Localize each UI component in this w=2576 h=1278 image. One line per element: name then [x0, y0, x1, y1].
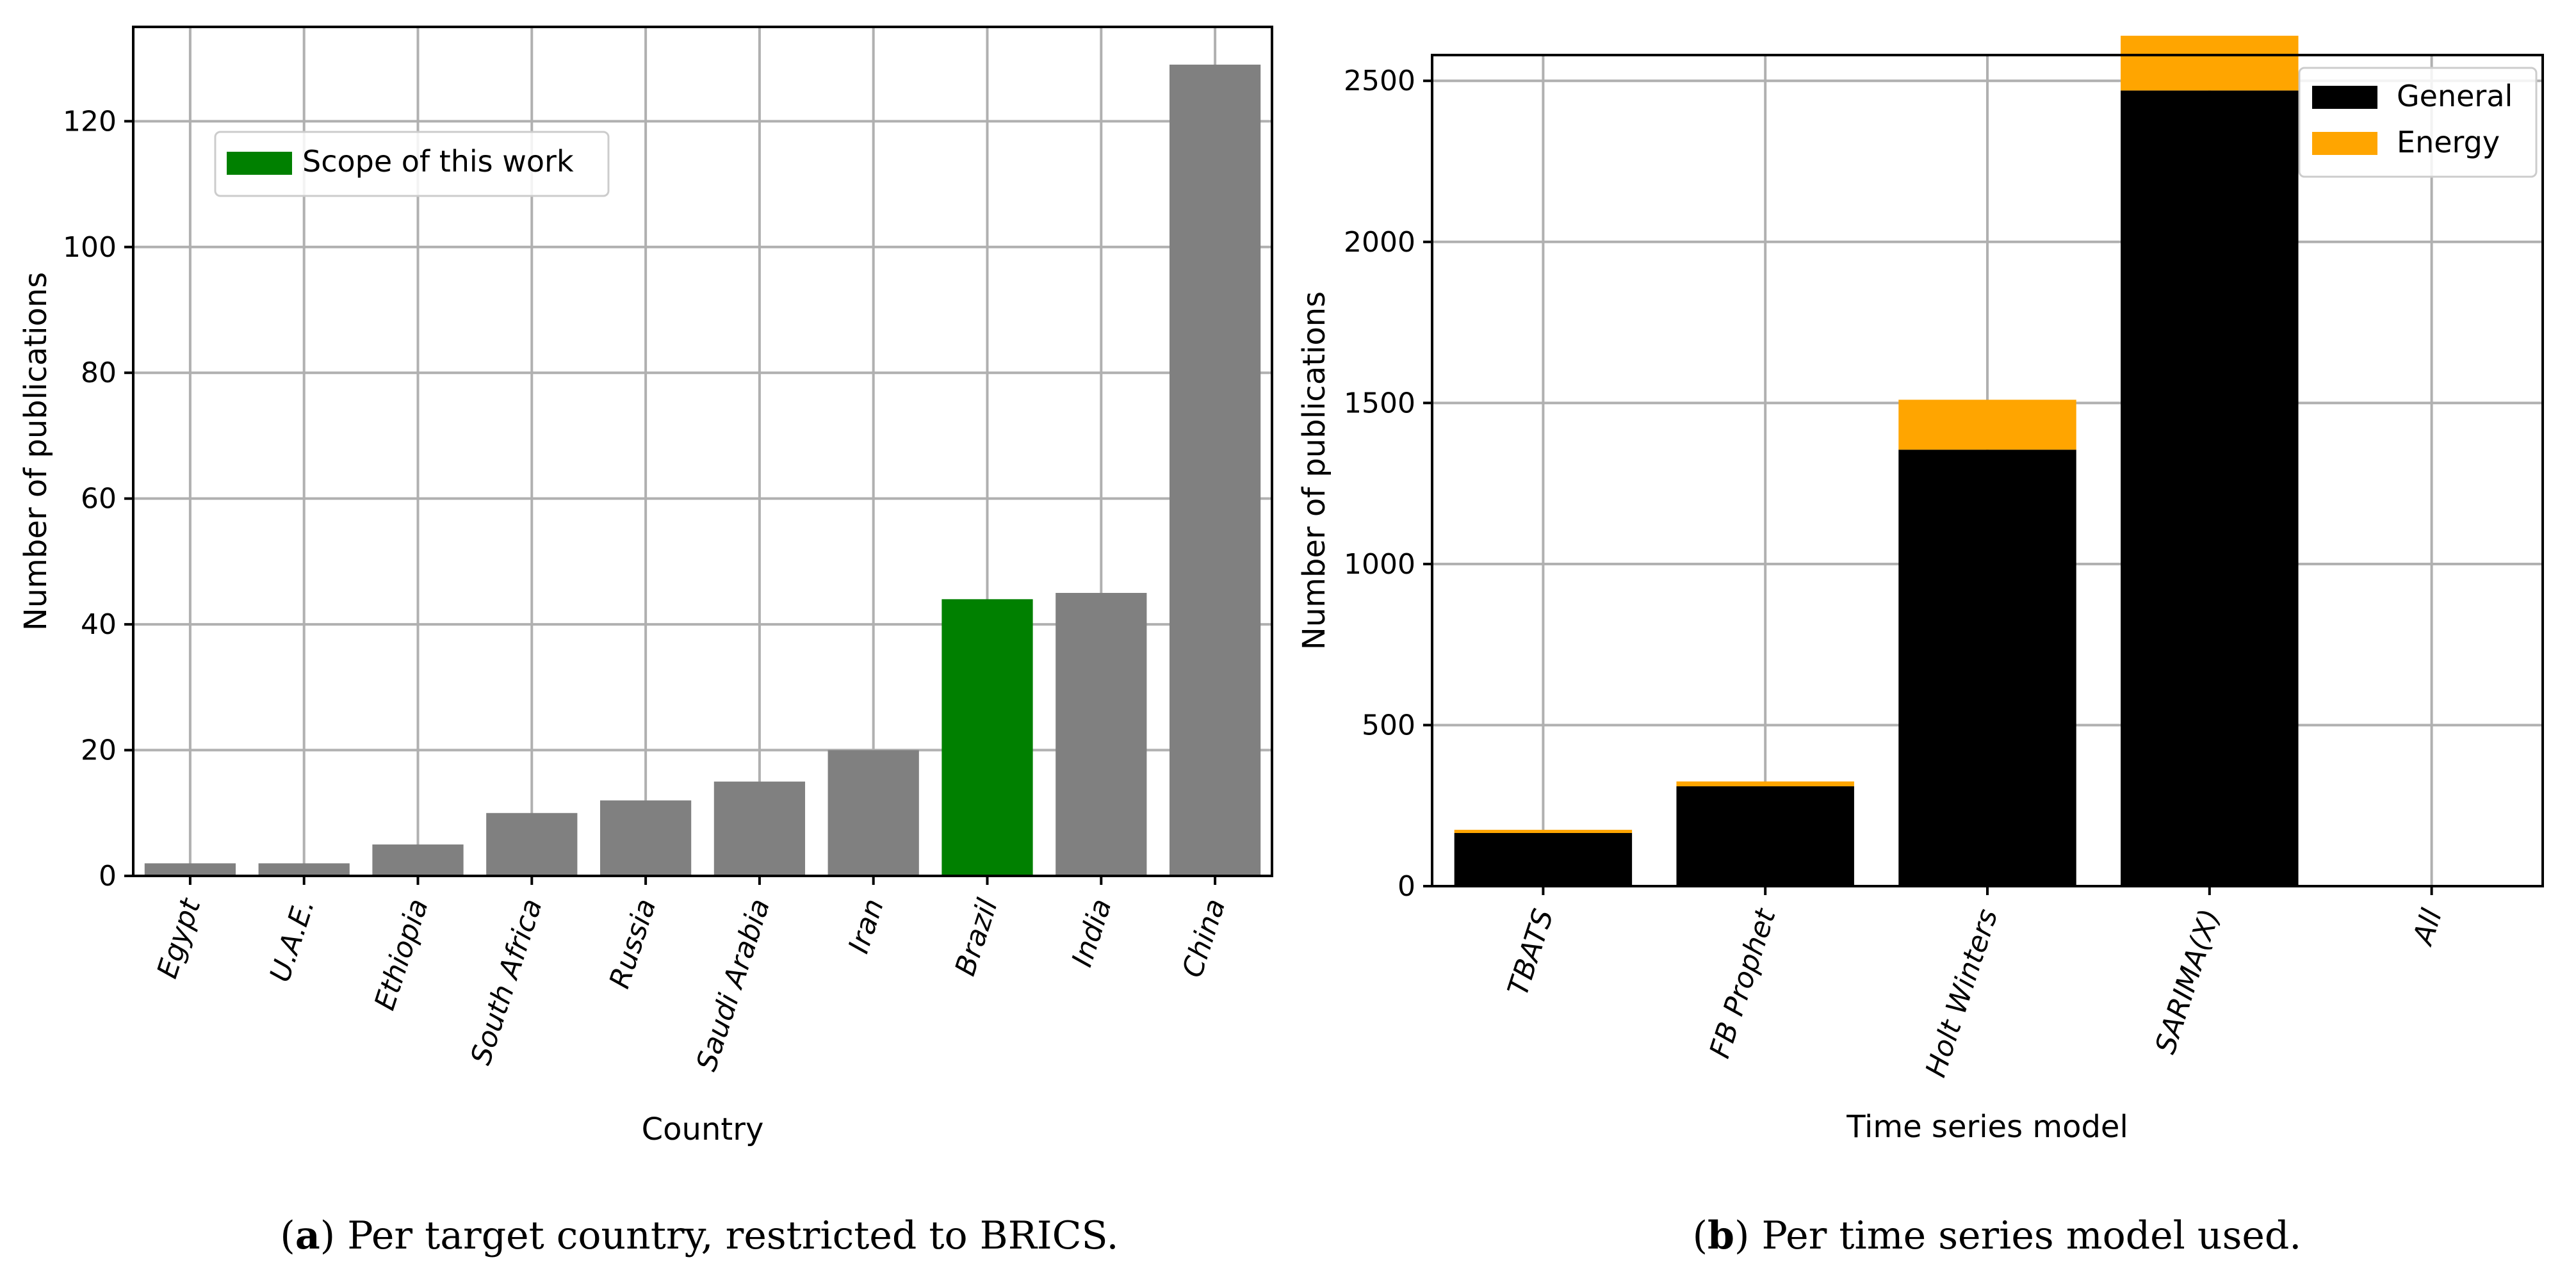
chart-a-legend-label-scope: Scope of this work [302, 144, 574, 179]
chart-a-bars [144, 64, 1261, 876]
chart-a: 0 20 40 60 80 100 120 Egypt U.A.E. Ethiopia South… [18, 26, 1273, 1258]
chart-a-legend: Scope of this work [214, 131, 610, 197]
chart-b-y-ticks: 0 500 1000 1500 2000 2500 [1344, 65, 1432, 903]
a-bar-iran [827, 750, 919, 876]
chart-b-caption-tag: b [1708, 1213, 1734, 1258]
a-bar-egypt [144, 863, 236, 876]
b-tick-label-y: 1500 [1344, 387, 1415, 419]
a-tick-label-y: 60 [81, 483, 117, 515]
a-bar-india [1056, 593, 1147, 876]
chart-a-x-axis-label: Country [642, 1112, 764, 1147]
b-tick-label-y: 0 [1398, 870, 1415, 903]
chart-a-y-axis-label: Number of publications [18, 272, 54, 631]
chart-b-legend-swatch-general [2312, 86, 2377, 109]
a-tick-label-y: 20 [81, 734, 117, 767]
a-tick-label-x-india: India [1066, 895, 1118, 971]
b-tick-label-x-holt-winters: Holt Winters [1920, 905, 2005, 1081]
chart-a-caption: (a) Per target country, restricted to BR… [280, 1213, 1118, 1258]
chart-b-bars [1454, 35, 2299, 887]
a-tick-label-y: 40 [81, 608, 117, 641]
b-bar-general-fb-prophet [1676, 786, 1854, 886]
a-tick-label-x-saudi-arabia: Saudi Arabia [690, 895, 777, 1075]
a-bar-brazil [942, 599, 1033, 876]
chart-b-caption-text: ) Per time series model used. [1734, 1213, 2301, 1258]
a-tick-label-y: 100 [63, 231, 117, 264]
b-bar-general-sarima-x [2121, 90, 2299, 887]
a-tick-label-y: 80 [81, 357, 117, 389]
chart-a-caption-tag: a [295, 1213, 320, 1258]
b-tick-label-x-all: All [2406, 905, 2449, 950]
a-tick-label-x-egypt: Egypt [151, 894, 208, 982]
chart-a-legend-swatch-scope [227, 152, 292, 175]
a-bar-russia [599, 800, 692, 876]
a-tick-label-y: 0 [99, 860, 117, 893]
chart-b-x-axis-label: Time series model [1846, 1109, 2128, 1145]
a-tick-label-x-south-africa: South Africa [464, 895, 549, 1069]
b-bar-energy-tbats [1454, 829, 1633, 833]
chart-b-x-ticks: TBATS FB Prophet Holt Winters SARIMA(X) All [1501, 886, 2449, 1081]
a-bar-u-a-e [258, 863, 350, 876]
b-tick-label-y: 2000 [1344, 226, 1415, 259]
chart-a-x-ticks: Egypt U.A.E. Ethiopia South Africa Russia Sau… [151, 876, 1232, 1075]
chart-a-legend-box [214, 131, 610, 197]
chart-b-legend-swatch-energy [2312, 132, 2377, 155]
chart-b-legend: General Energy [2298, 67, 2538, 178]
chart-b-caption: (b) Per time series model used. [1693, 1213, 2302, 1258]
b-bar-energy-fb-prophet [1676, 781, 1854, 787]
a-tick-label-x-russia: Russia [603, 895, 663, 992]
chart-b-legend-label-general: General [2397, 79, 2513, 113]
a-tick-label-x-ethiopia: Ethiopia [368, 895, 435, 1014]
a-bar-ethiopia [372, 844, 464, 876]
chart-b-legend-label-energy: Energy [2397, 125, 2500, 159]
b-bar-energy-sarima-x [2121, 35, 2299, 91]
chart-a-caption-text: ) Per target country, restricted to BRIC… [320, 1213, 1119, 1258]
b-tick-label-y: 500 [1362, 709, 1415, 741]
b-bar-general-holt-winters [1898, 449, 2076, 886]
a-tick-label-x-u-a-e: U.A.E. [264, 895, 322, 986]
b-tick-label-y: 2500 [1344, 65, 1415, 97]
b-tick-label-x-fb-prophet: FB Prophet [1704, 904, 1783, 1062]
a-tick-label-x-iran: Iran [842, 895, 890, 957]
b-tick-label-x-tbats: TBATS [1501, 905, 1560, 1000]
chart-a-frame [132, 26, 1273, 877]
a-bar-south-africa [486, 813, 578, 876]
chart-a-y-ticks: 0 20 40 60 80 100 120 [63, 105, 133, 893]
b-tick-label-x-sarima-x: SARIMA(X) [2149, 905, 2226, 1058]
a-tick-label-x-brazil: Brazil [949, 894, 1005, 980]
a-bar-china [1169, 64, 1261, 876]
chart-b: 0 500 1000 1500 2000 2500 TBATS FB Prophet Holt… [1296, 35, 2544, 1258]
b-bar-general-tbats [1454, 832, 1633, 886]
b-bar-energy-holt-winters [1898, 400, 2076, 450]
a-tick-label-x-china: China [1176, 895, 1232, 982]
a-tick-label-y: 120 [63, 105, 117, 138]
chart-b-y-axis-label: Number of publications [1296, 291, 1332, 650]
b-tick-label-y: 1000 [1344, 548, 1415, 581]
a-bar-saudi-arabia [713, 781, 806, 876]
